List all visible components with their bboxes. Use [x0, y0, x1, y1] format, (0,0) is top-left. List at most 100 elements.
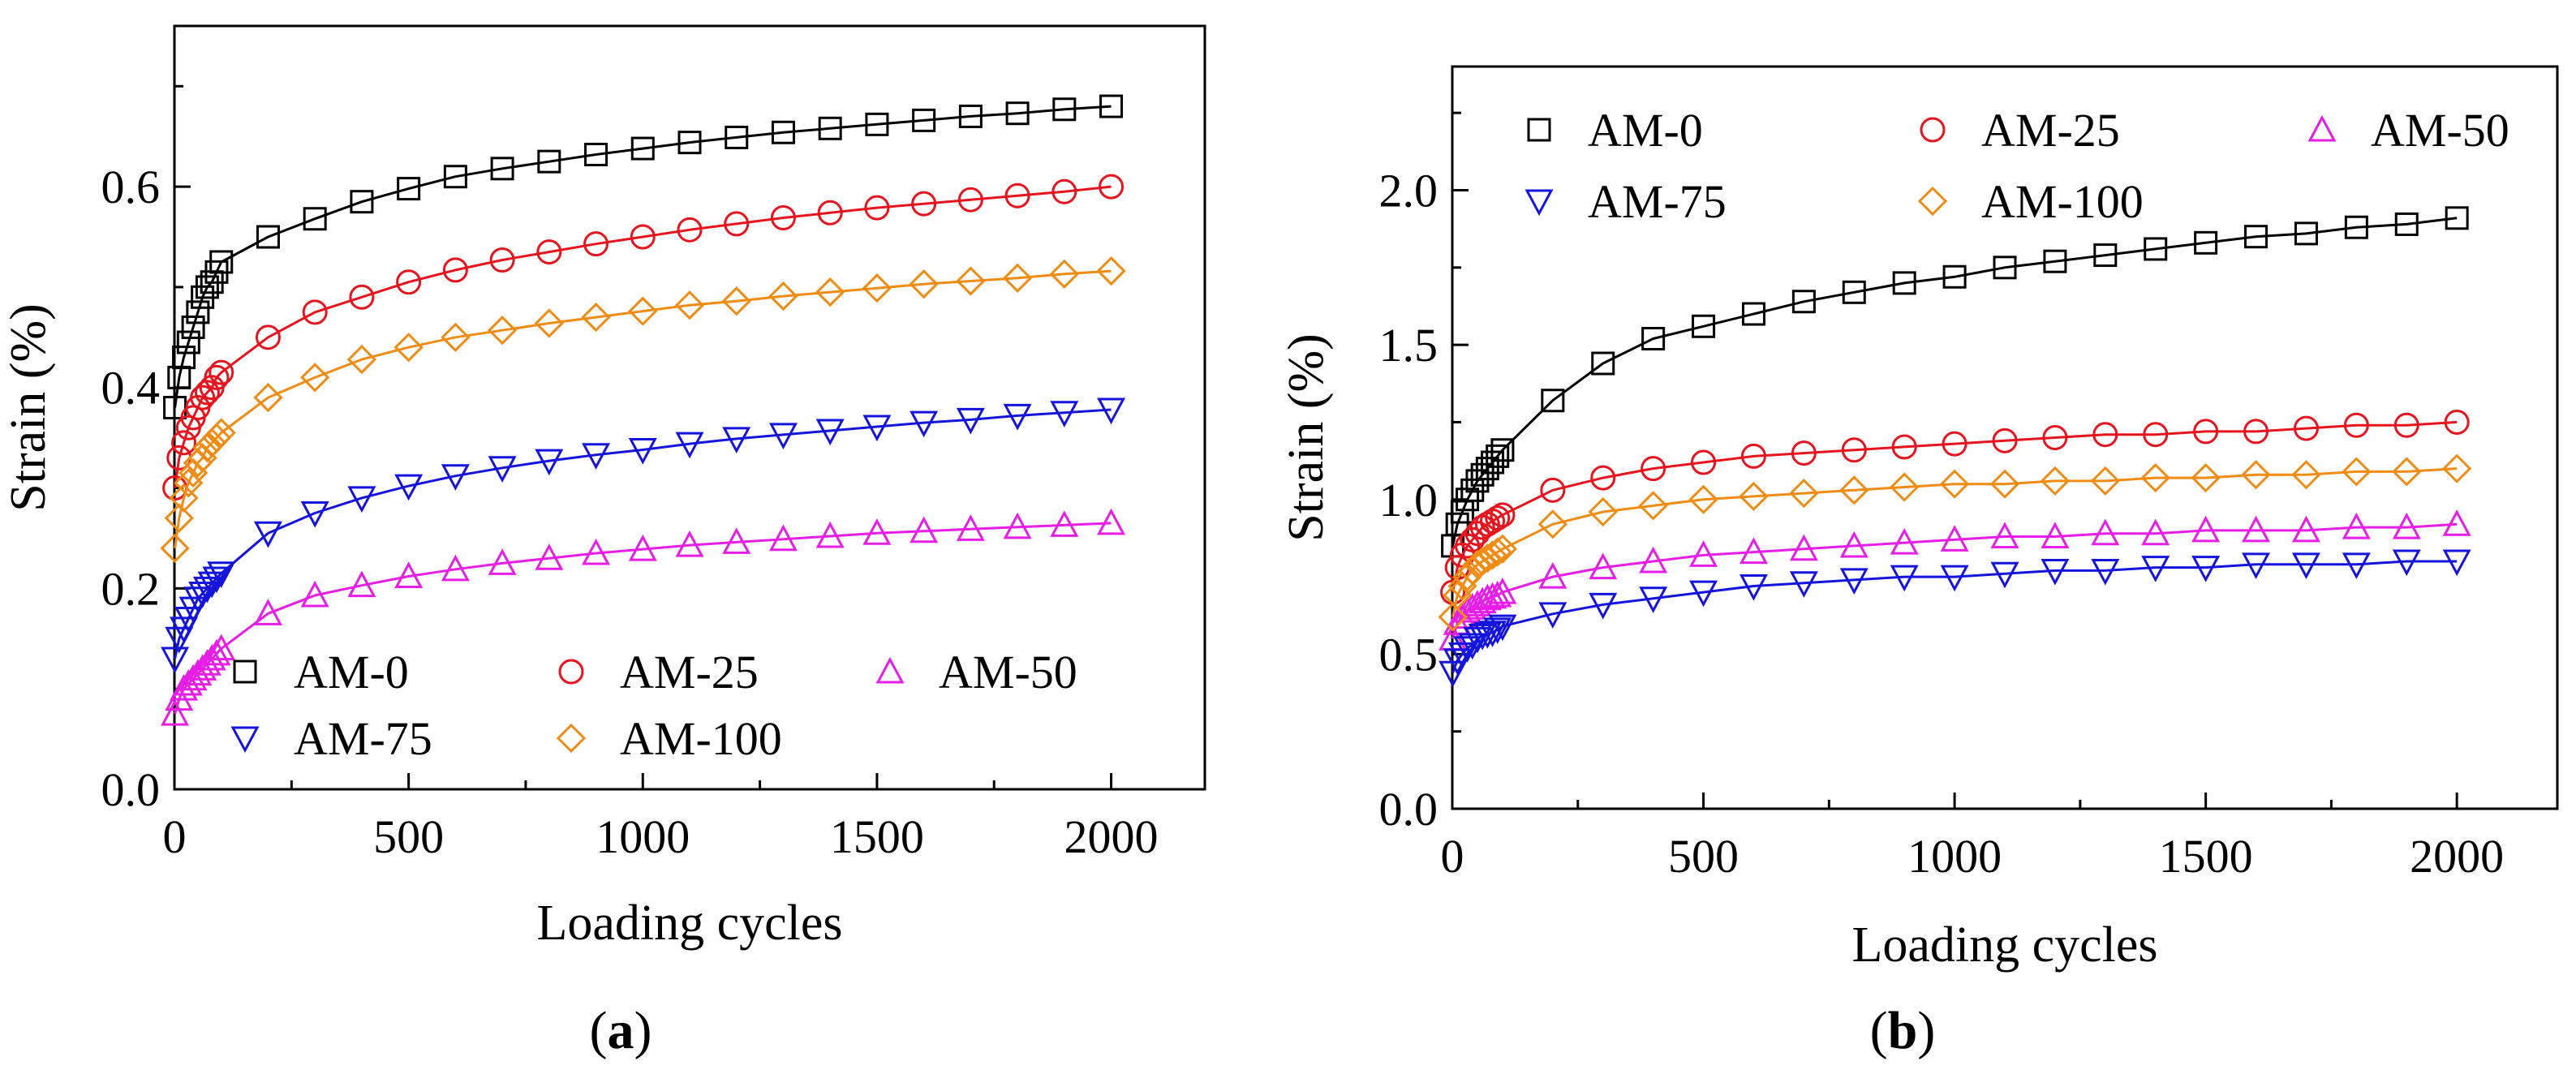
panel-b-y-tick-label: 1.0	[1379, 474, 1439, 526]
panel-b-am-75-point	[2141, 556, 2170, 582]
panel-a-plot-frame	[173, 24, 1206, 791]
panel-a-am-0-point	[443, 165, 467, 189]
panel-b-x-tick-label: 0	[1441, 830, 1464, 883]
panel-b-am-0-point	[1591, 351, 1615, 376]
panel-a-am-0-point	[771, 120, 795, 144]
chart-panel-a: 0 500 1000 1500 2000 0.0 0.2 0.4 0.6 Loading cycl…	[1, 24, 1206, 1060]
panel-b-am-0-point	[2244, 225, 2269, 249]
panel-b-am-0-point	[1842, 280, 1866, 304]
panel-b-am-25-point	[2092, 422, 2118, 448]
panel-a-am-75-point	[197, 571, 226, 599]
panel-a-am-75-point	[815, 419, 845, 446]
panel-b-am-100-point	[1537, 509, 1568, 539]
panel-a-am-25-point	[630, 224, 656, 250]
panel-b-am-25-point	[2243, 419, 2269, 445]
panel-b-am-0-point	[2144, 237, 2168, 261]
panel-a-y-tick-label: 0.2	[101, 562, 161, 615]
panel-b-am-100-point	[1839, 475, 1869, 505]
panel-b-am-75-point	[1940, 565, 1969, 592]
panel-b-am-75-legend-label: AM-75	[1588, 175, 1727, 228]
panel-b-am-75-point	[2041, 558, 2070, 586]
panel-b-am-25-point	[1490, 502, 1516, 528]
panel-a-am-100-point	[206, 418, 236, 448]
panel-a-am-100-point	[160, 533, 190, 563]
panel-b-am-0-point	[1791, 290, 1816, 314]
panel-b-y-tick-label: 0.0	[1379, 783, 1439, 836]
panel-a-am-0-point	[397, 177, 421, 201]
panel-a-am-0-point	[256, 225, 280, 249]
panel-a-am-75-point	[535, 449, 564, 476]
panel-a-am-100-point	[169, 483, 199, 513]
panel-a-am-50-point	[535, 543, 564, 570]
panel-b-am-100-point	[2291, 460, 2321, 490]
panel-a-am-50-point	[253, 599, 282, 625]
panel-a-am-25-point	[209, 359, 234, 385]
panel-b-am-75-legend-marker	[1525, 189, 1554, 217]
panel-b-am-100-point	[2342, 457, 2372, 487]
panel-a-am-100-point	[300, 363, 330, 393]
panel-b-am-75-point	[1739, 574, 1768, 601]
panel-b-am-75-point	[1589, 592, 1618, 620]
panel-a-am-75-point	[441, 464, 470, 491]
panel-a-am-100-point	[674, 290, 705, 320]
panel-a-am-100-point	[174, 468, 204, 498]
panel-a-am-100-point	[346, 344, 377, 375]
panel-b-am-50-point	[2291, 515, 2320, 543]
panel-b-am-25-point	[1791, 440, 1817, 466]
panel-b-am-25-point	[1590, 465, 1616, 491]
panel-a-am-0-point	[537, 149, 561, 174]
panel-b-am-0-point	[1942, 264, 1967, 289]
panel-a-am-100-point	[393, 333, 424, 363]
panel-b-am-75-point	[2291, 552, 2320, 579]
panel-a-am-25-point	[204, 364, 230, 390]
panel-b-am-100-point	[1487, 534, 1518, 564]
panel-b-am-75-point	[1458, 633, 1487, 660]
panel-b-am-75-point	[1839, 568, 1869, 595]
panel-a-am-25-point	[1051, 178, 1077, 204]
panel-a-am-0-point	[865, 112, 889, 136]
panel-a-am-0-point	[350, 190, 374, 214]
panel-b-am-50-point	[2191, 515, 2221, 543]
panel-b-am-25-point	[2143, 422, 2169, 448]
panel-b-am-50-point	[1839, 531, 1869, 558]
panel-a-am-25-point	[489, 247, 515, 273]
panel-b-am-75-point	[1689, 580, 1718, 608]
panel-a-am-0-point	[490, 157, 514, 181]
panel-b-am-100-point	[1789, 479, 1819, 509]
panel-a-am-100-point	[581, 302, 611, 333]
panel-b-am-100-point	[1688, 484, 1718, 514]
panel-b-am-25-point	[1891, 434, 1917, 460]
panel-b-am-25-point	[2042, 425, 2068, 450]
panel-b-am-50-point	[1538, 561, 1568, 589]
panel-b-am-100-point	[1452, 561, 1482, 592]
panel-a-x-tick-label: 500	[373, 810, 444, 863]
panel-b-y-axis-label: Strain (%)	[1279, 333, 1334, 542]
panel-b-am-100-point	[1443, 580, 1473, 611]
panel-a-am-50-point	[488, 548, 517, 575]
panel-b-am-0-point	[1541, 389, 1565, 413]
panel-a-am-0-point	[630, 136, 655, 161]
panel-b-y-tick-label: 2.0	[1379, 165, 1439, 217]
panel-b-am-75-point	[1990, 561, 2019, 589]
panel-b-x-tick-label: 1000	[1907, 830, 2002, 883]
panel-a-am-50-point	[722, 527, 751, 554]
panel-a-am-50-point	[862, 518, 892, 545]
panel-b-am-50-point	[1589, 552, 1618, 580]
panel-a-am-75-point	[300, 501, 329, 528]
panel-b-am-50-point	[1789, 534, 1818, 561]
panel-a-am-50-point	[768, 524, 798, 552]
panel-a-am-100-point	[164, 503, 194, 533]
panel-a-am-0-point	[958, 104, 983, 128]
panel-a-am-100-point	[1096, 256, 1126, 286]
panel-b-am-75-point	[1639, 586, 1668, 613]
panel-b-am-25-point	[1485, 505, 1511, 531]
panel-a-am-0-point	[176, 330, 200, 354]
panel-b-x-tick-label: 500	[1668, 830, 1739, 883]
panel-b-y-tick-label: 0.5	[1379, 628, 1439, 681]
panel-a-am-0-point	[186, 300, 210, 324]
panel-a-am-75-point	[183, 586, 213, 613]
panel-b-am-50-point	[1739, 537, 1768, 565]
panel-a-am-0-legend-marker	[233, 659, 257, 684]
panel-b-am-100-point	[1638, 491, 1668, 521]
panel-b-am-50-point	[1488, 577, 1517, 604]
